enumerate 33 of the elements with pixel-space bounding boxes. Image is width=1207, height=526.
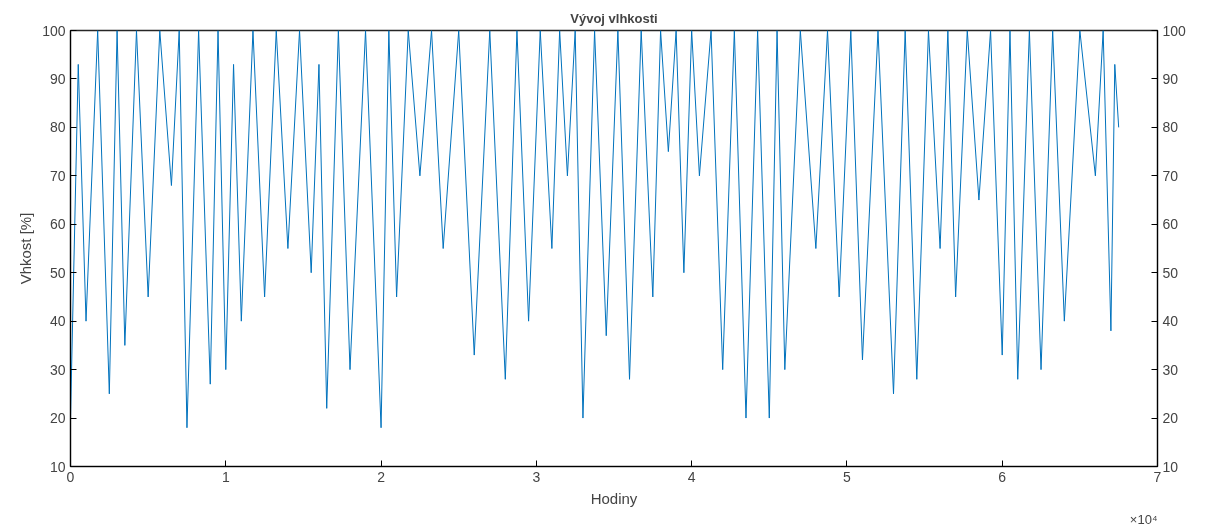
y2-tick-label: 40: [1162, 313, 1179, 330]
y-tick-label: 40: [49, 313, 66, 330]
x-tick-label: 5: [843, 468, 852, 485]
x-axis-title: Hodiny: [590, 489, 638, 507]
y-tick-label: 90: [49, 70, 66, 87]
y2-tick-label: 80: [1162, 119, 1179, 136]
y-tick-label: 10: [49, 458, 66, 475]
y2-tick-label: 10: [1162, 458, 1179, 475]
y-tick-label: 50: [49, 264, 66, 281]
y2-tick-label: 60: [1162, 216, 1179, 233]
y2-tick-label: 20: [1162, 410, 1179, 427]
y2-tick-label: 100: [1162, 22, 1187, 39]
x-tick-label: 4: [687, 468, 696, 485]
y-tick-label: 30: [49, 361, 66, 378]
x-tick-label: 3: [532, 468, 541, 485]
y2-tick-label: 70: [1162, 167, 1179, 184]
line-series: [70, 30, 1120, 429]
y-tick-label: 80: [49, 119, 66, 136]
y-tick-label: 20: [49, 410, 66, 427]
y2-tick-label: 90: [1162, 70, 1179, 87]
y2-tick-label: 50: [1162, 264, 1179, 281]
chart-title: Vývoj vlhkosti: [570, 10, 658, 26]
y2-tick-label: 30: [1162, 361, 1179, 378]
y-tick-label: 70: [49, 167, 66, 184]
y-axis-title: Vhkost [%]: [17, 212, 35, 285]
x-tick-label: 1: [221, 468, 230, 485]
x-tick-label: 2: [377, 468, 386, 485]
text: ×10⁴: [1129, 511, 1158, 526]
y-tick-label: 60: [49, 216, 66, 233]
x-tick-label: 0: [66, 468, 75, 485]
y-tick-label: 100: [42, 22, 66, 39]
x-tick-label: 6: [998, 468, 1007, 485]
x-tick-label: 7: [1153, 468, 1162, 485]
